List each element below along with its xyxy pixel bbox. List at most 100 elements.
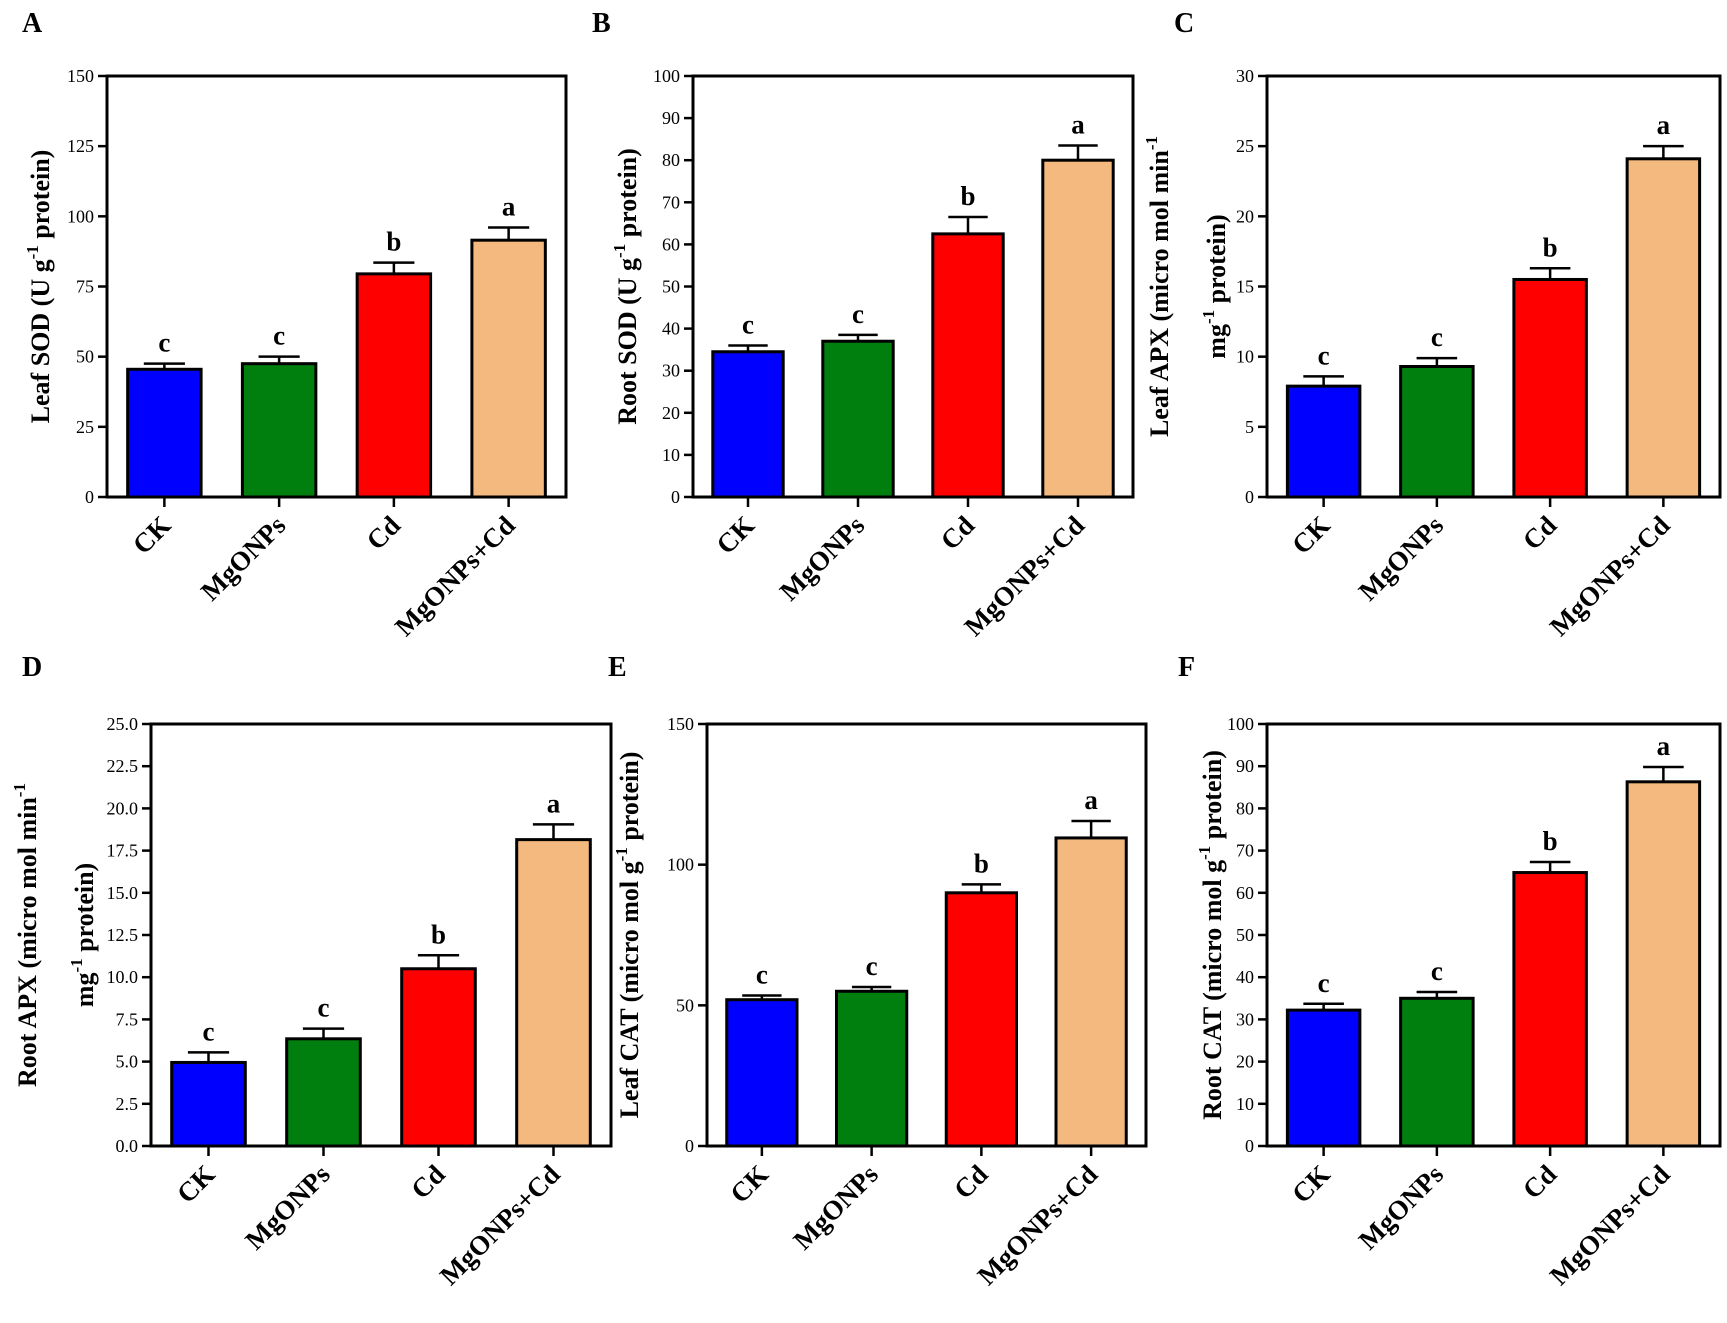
y-tick-label: 100 [667,855,694,875]
y-tick-label: 60 [1236,883,1254,903]
bar-mgonps [1399,364,1475,499]
y-axis-label-main: Leaf CAT (micro mol g [615,861,644,1118]
significance-letter: c [852,299,864,329]
y-tick-label: 5.0 [116,1052,139,1072]
y-axis-label-main: Root APX (micro mol min [13,797,42,1087]
y-tick-label: 80 [662,150,680,170]
y-tick-label: 10 [1236,347,1254,367]
y-tick-label: 20 [1236,1052,1254,1072]
x-tick-label: Cd [948,1159,994,1205]
significance-letter: c [1431,322,1443,352]
x-tick-label: MgONPs [774,510,871,607]
bar-mgonps-cd [1041,158,1115,499]
significance-letter: b [1543,826,1558,856]
significance-letter: c [158,328,170,358]
significance-letter: b [960,181,975,211]
y-axis-label-after: protein) [26,150,55,246]
x-tick-label: MgONPs [1353,510,1450,607]
y-tick-label: 25 [1236,136,1254,156]
panel-d: D 0.0 2.5 5.0 7.5 10.0 12.5 15.0 17.5 20.0 22.5 25.… [10,652,613,1291]
y-axis-label-main: Root CAT (micro mol g [1198,860,1227,1120]
bar-cd [1512,871,1588,1148]
bar-ck [711,350,785,499]
y-tick-label: 50 [662,277,680,297]
significance-letter: c [866,951,878,981]
panel-a: A 0 25 50 75 100 125 150 c CK c MgONPs b Cd a MgONPs+Cd… [22,8,568,642]
y-tick-label: 20 [662,403,680,423]
panel-c: C 0 5 10 15 20 25 30 c CK c MgONPs b Cd a MgONPs+Cd Leaf… [1142,8,1722,642]
plot-frame [1265,722,1722,1148]
significance-letter: c [1431,956,1443,986]
panel-letter: E [608,652,627,683]
y-tick-label: 90 [1236,756,1254,776]
y-tick-label: 20 [1236,206,1254,226]
y-tick-label: 40 [1236,967,1254,987]
y-axis-label-line2-sup: -1 [1199,310,1218,324]
y-axis-label-line2-after: protein) [70,863,99,959]
x-tick-label: Cd [1517,1159,1563,1205]
y-tick-label: 30 [1236,66,1254,86]
x-tick-label: MgONPs [195,510,292,607]
y-tick-label: 20.0 [107,798,139,818]
y-axis-label: Leaf APX (micro mol min-1 [1142,136,1174,437]
bar-ck [1285,1008,1362,1148]
y-axis-label-after: protein) [1198,750,1227,846]
x-tick-label: CK [171,1159,221,1209]
x-tick-label: MgONPs+Cd [1544,510,1676,642]
y-tick-label: 15.0 [107,883,139,903]
bar-ck [126,367,203,499]
y-tick-label: 17.5 [107,841,139,861]
significance-letter: b [431,919,446,949]
bar-cd [355,272,433,499]
y-axis-label-main: Root SOD (U g [613,258,642,425]
panel-letter: D [22,652,42,683]
y-axis-label-line2: mg-1 protein) [67,863,99,1007]
y-axis-label-line2-main: mg [70,973,99,1008]
bar-mgonps-cd [515,838,592,1148]
y-tick-label: 0 [685,1136,694,1156]
bar-mgonps [835,989,909,1148]
significance-letter: c [756,959,768,989]
y-tick-label: 10 [662,445,680,465]
y-tick-label: 50 [76,347,94,367]
y-tick-label: 0 [671,487,680,507]
y-tick-label: 100 [1227,714,1254,734]
bar-mgonps [240,362,318,499]
significance-letter: a [502,192,516,222]
y-tick-label: 0 [1245,1136,1254,1156]
bar-mgonps [285,1037,362,1148]
bar-mgonps [1399,996,1475,1148]
y-tick-label: 7.5 [116,1009,139,1029]
bar-ck [725,998,799,1148]
panel-f: F 0 10 20 30 40 50 60 70 80 90 100 c CK c MgONPs b Cd a MgO… [1178,652,1722,1291]
y-tick-label: 10 [1236,1094,1254,1114]
x-tick-label: CK [1286,1159,1336,1209]
x-tick-label: CK [724,1159,774,1209]
y-tick-label: 80 [1236,798,1254,818]
x-tick-label: CK [1286,510,1336,560]
y-tick-label: 10.0 [107,967,139,987]
y-tick-label: 100 [67,206,94,226]
y-tick-label: 75 [76,277,94,297]
bar-mgonps-cd [1054,836,1128,1148]
y-axis-label-main: Leaf APX (micro mol min [1145,150,1174,437]
significance-letter: c [742,309,754,339]
x-tick-label: MgONPs [239,1159,336,1256]
panel-b: B0102030405060708090100cCKcMgONPsbCdaMgO… [592,8,1135,642]
x-tick-label: MgONPs [787,1159,884,1256]
y-tick-label: 60 [662,234,680,254]
y-tick-label: 150 [67,66,94,86]
x-tick-label: Cd [405,1159,451,1205]
y-axis-label-sup: -1 [1195,846,1214,860]
y-tick-label: 22.5 [107,756,139,776]
y-axis-label-sup: -1 [612,847,631,861]
y-tick-label: 0 [1245,487,1254,507]
y-axis-label-sup: -1 [1142,136,1161,150]
y-axis-label-line2-main: mg [1202,324,1231,359]
y-tick-label: 30 [1236,1009,1254,1029]
plot-frame [691,74,1135,499]
significance-letter: b [1543,232,1558,262]
y-tick-label: 12.5 [107,925,139,945]
